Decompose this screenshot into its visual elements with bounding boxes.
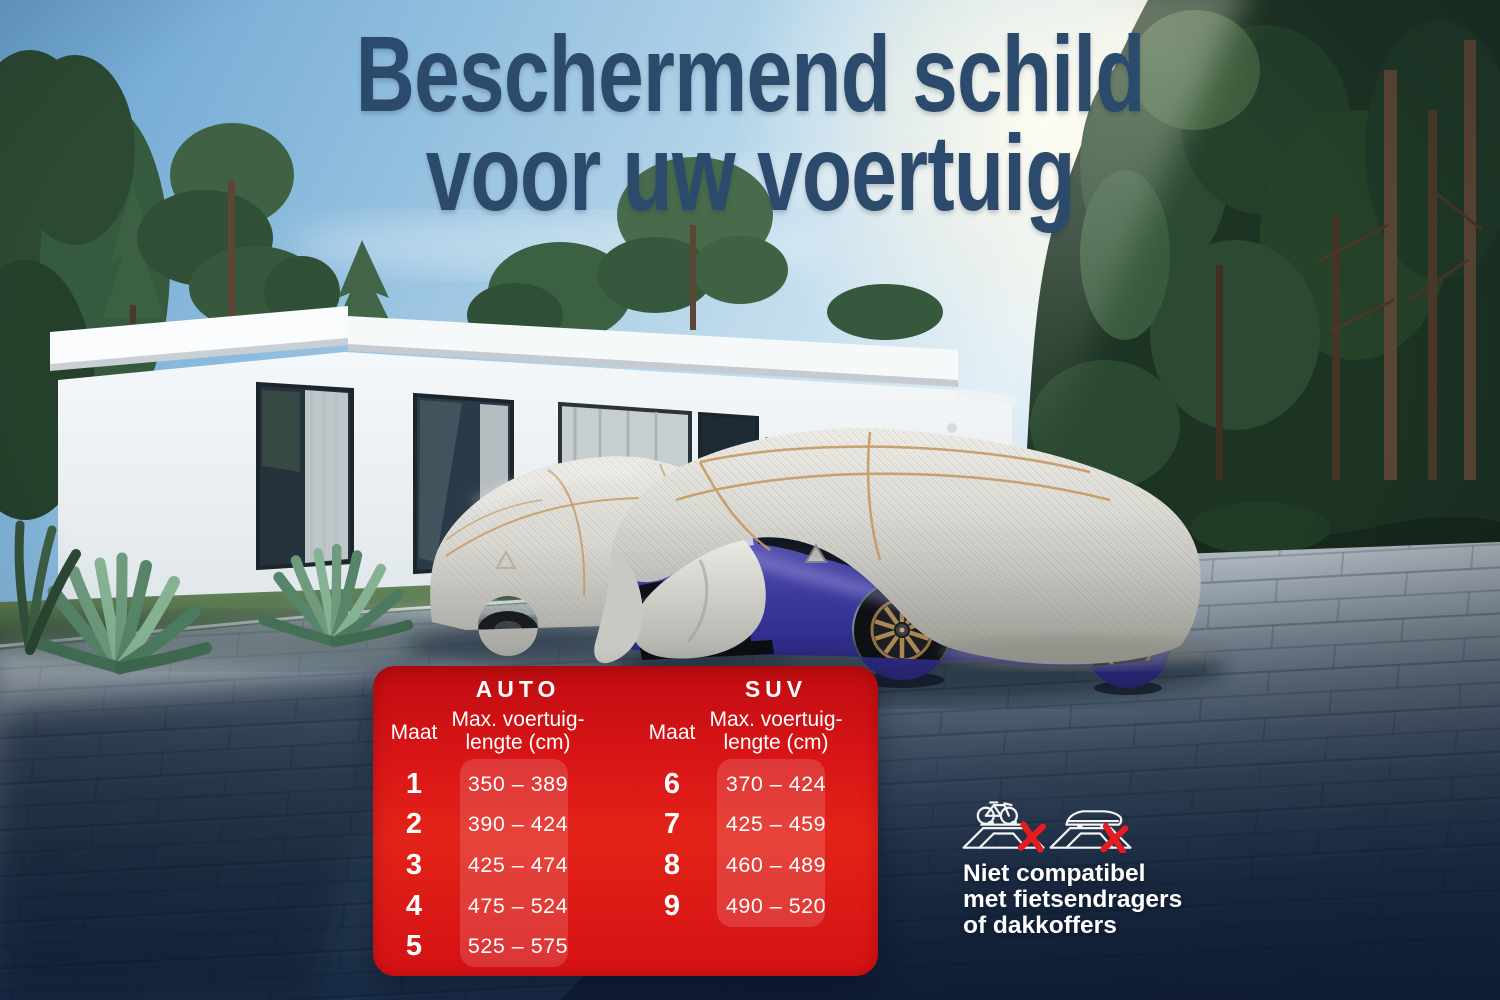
length-range: 490 – 520 xyxy=(725,893,827,918)
length-range: 350 – 389 xyxy=(467,771,569,796)
auto-length-column-label: Max. voertuig- lengte (cm) xyxy=(451,708,585,754)
auto-size-column-label: Maat xyxy=(390,721,438,744)
compatibility-icons xyxy=(962,801,1132,853)
size-number: 9 xyxy=(663,889,681,922)
length-range: 525 – 575 xyxy=(467,934,569,959)
compat-line-2: met fietsendragers xyxy=(963,886,1183,913)
suv-table-header: SUV xyxy=(744,676,808,702)
title-line-1: Beschermend schild xyxy=(355,13,1145,134)
suv-size-column-label: Maat xyxy=(648,721,696,744)
suv-length-ranges: 370 – 424 425 – 459 460 – 489 490 – 520 xyxy=(706,764,846,926)
size-number: 8 xyxy=(663,848,681,881)
suv-size-numbers: 6 7 8 9 xyxy=(637,764,707,926)
size-number: 1 xyxy=(405,767,423,800)
title-line-2: voor uw voertuig xyxy=(425,112,1075,233)
length-range: 425 – 459 xyxy=(725,812,827,837)
length-range: 425 – 474 xyxy=(467,852,569,877)
size-number: 6 xyxy=(663,767,681,800)
compatibility-note: Niet compatibel met fietsendragers of da… xyxy=(958,798,1182,939)
compat-line-3: of dakkoffers xyxy=(963,912,1117,939)
page-title: Beschermend schild voor uw voertuig xyxy=(0,13,1500,233)
size-number: 3 xyxy=(405,848,423,881)
length-range: 370 – 424 xyxy=(725,771,827,796)
cross-icon xyxy=(1017,821,1046,853)
auto-length-ranges: 350 – 389 390 – 424 425 – 474 475 – 524 … xyxy=(448,764,588,967)
auto-length-column-bg xyxy=(460,759,568,967)
length-range: 475 – 524 xyxy=(467,893,569,918)
suv-length-column-bg xyxy=(717,759,825,927)
size-number: 4 xyxy=(405,889,423,922)
length-range: 460 – 489 xyxy=(725,852,827,877)
size-number: 7 xyxy=(663,808,681,841)
length-range: 390 – 424 xyxy=(467,812,569,837)
cross-icon xyxy=(1100,823,1129,853)
size-number: 5 xyxy=(405,930,423,963)
size-table-panel: AUTO SUV Maat Max. voertuig- lengte (cm)… xyxy=(373,666,878,976)
auto-table-header: AUTO xyxy=(475,676,561,702)
auto-size-numbers: 1 2 3 4 5 xyxy=(379,764,449,967)
compat-line-1: Niet compatibel xyxy=(963,860,1146,887)
compatibility-text: Niet compatibel met fietsendragers of da… xyxy=(963,861,1182,939)
suv-length-column-label: Max. voertuig- lengte (cm) xyxy=(709,708,843,754)
size-number: 2 xyxy=(405,808,423,841)
